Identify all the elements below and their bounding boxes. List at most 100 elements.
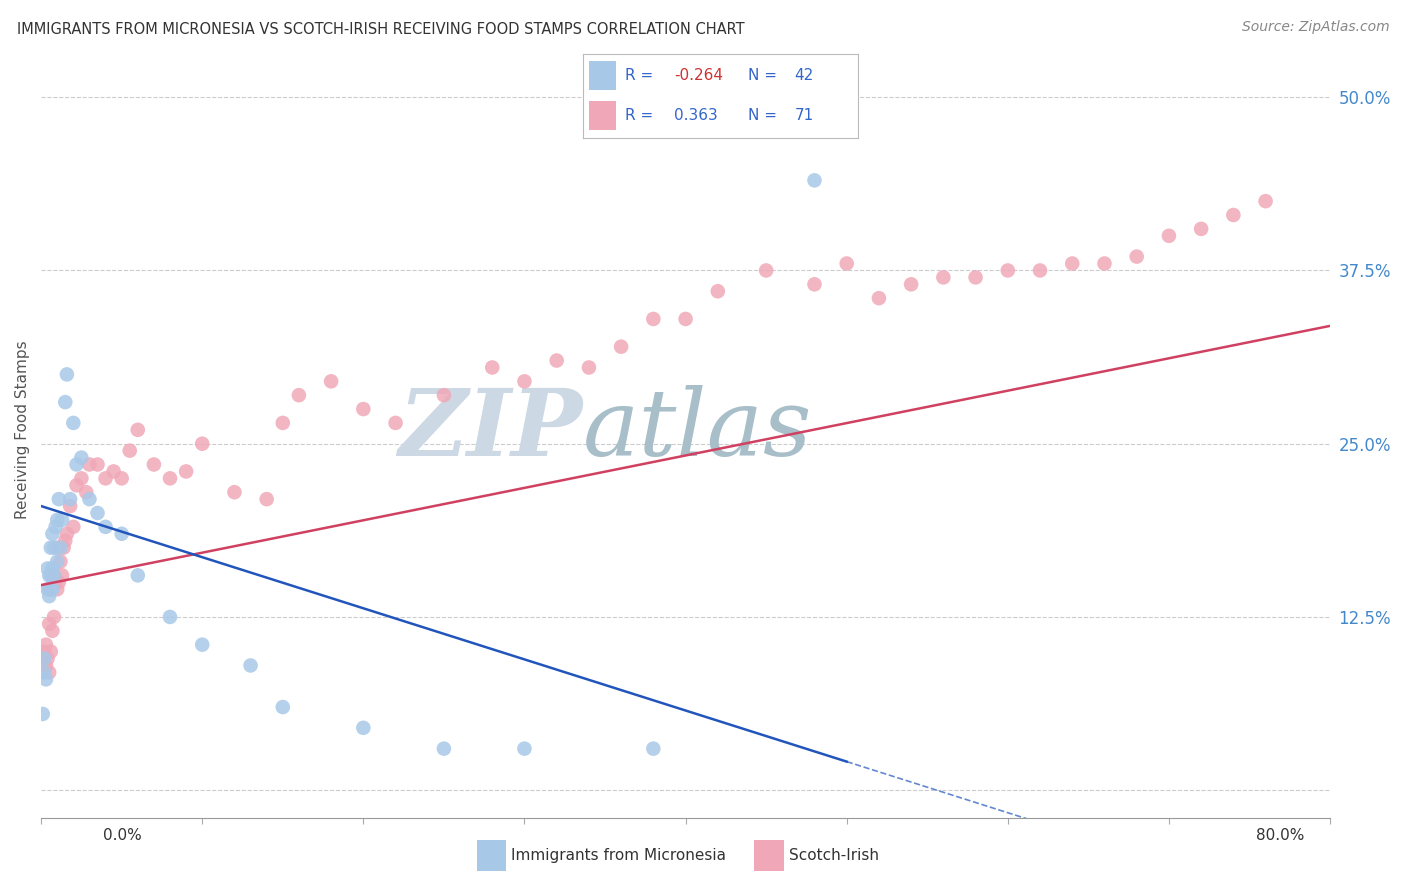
Point bbox=[288, 388, 311, 402]
Point bbox=[39, 582, 62, 597]
Point bbox=[51, 568, 73, 582]
Point bbox=[62, 416, 84, 430]
Point bbox=[35, 638, 58, 652]
Text: ZIP: ZIP bbox=[398, 384, 582, 475]
Point bbox=[38, 568, 60, 582]
Point bbox=[34, 665, 56, 680]
Point bbox=[271, 700, 294, 714]
Point bbox=[38, 582, 60, 597]
Point bbox=[39, 568, 62, 582]
Text: Immigrants from Micronesia: Immigrants from Micronesia bbox=[512, 848, 727, 863]
Point bbox=[321, 375, 343, 389]
Y-axis label: Receiving Food Stamps: Receiving Food Stamps bbox=[15, 341, 30, 519]
Point bbox=[75, 485, 97, 500]
Point bbox=[239, 658, 262, 673]
Point bbox=[1094, 256, 1116, 270]
Point bbox=[1222, 208, 1244, 222]
Point bbox=[1189, 222, 1212, 236]
Point bbox=[45, 520, 67, 534]
Point bbox=[59, 499, 82, 513]
Point bbox=[433, 741, 456, 756]
Point bbox=[62, 520, 84, 534]
Point bbox=[1029, 263, 1052, 277]
Text: -0.264: -0.264 bbox=[673, 68, 723, 83]
Text: atlas: atlas bbox=[582, 384, 811, 475]
Point bbox=[38, 616, 60, 631]
Point bbox=[52, 541, 75, 555]
FancyBboxPatch shape bbox=[589, 62, 616, 90]
Point bbox=[1254, 194, 1277, 209]
Text: N =: N = bbox=[748, 68, 782, 83]
FancyBboxPatch shape bbox=[589, 101, 616, 130]
Point bbox=[31, 651, 53, 665]
Point bbox=[38, 589, 60, 603]
Point bbox=[803, 277, 825, 292]
Point bbox=[65, 478, 87, 492]
Point bbox=[868, 291, 890, 305]
Point bbox=[38, 665, 60, 680]
Point bbox=[481, 360, 503, 375]
Point bbox=[31, 706, 53, 721]
Point bbox=[46, 582, 69, 597]
Point bbox=[37, 582, 59, 597]
Point bbox=[56, 368, 79, 382]
Point bbox=[546, 353, 568, 368]
Point bbox=[433, 388, 456, 402]
Point bbox=[41, 526, 63, 541]
Point bbox=[56, 526, 79, 541]
Point bbox=[159, 471, 181, 485]
Point bbox=[39, 582, 62, 597]
Point bbox=[191, 638, 214, 652]
Point bbox=[643, 741, 665, 756]
Point bbox=[111, 526, 134, 541]
Point bbox=[39, 541, 62, 555]
Point bbox=[70, 450, 93, 465]
Point bbox=[142, 458, 165, 472]
Point bbox=[643, 312, 665, 326]
Point bbox=[42, 541, 65, 555]
Point bbox=[675, 312, 697, 326]
Point bbox=[45, 575, 67, 590]
Point bbox=[48, 492, 70, 507]
Point bbox=[224, 485, 246, 500]
Point bbox=[256, 492, 278, 507]
Point bbox=[49, 554, 72, 568]
Point bbox=[1157, 228, 1180, 243]
Point bbox=[965, 270, 987, 285]
Point bbox=[70, 471, 93, 485]
Point bbox=[34, 644, 56, 658]
Point bbox=[59, 492, 82, 507]
Point bbox=[191, 436, 214, 450]
Text: Source: ZipAtlas.com: Source: ZipAtlas.com bbox=[1241, 20, 1389, 34]
Point bbox=[271, 416, 294, 430]
Text: R =: R = bbox=[624, 108, 662, 123]
Point bbox=[835, 256, 858, 270]
Point bbox=[41, 582, 63, 597]
Text: 71: 71 bbox=[794, 108, 814, 123]
Point bbox=[94, 520, 117, 534]
Point bbox=[513, 375, 536, 389]
Point bbox=[51, 513, 73, 527]
Point bbox=[94, 471, 117, 485]
Point bbox=[103, 465, 125, 479]
Point bbox=[86, 506, 108, 520]
FancyBboxPatch shape bbox=[477, 840, 506, 871]
FancyBboxPatch shape bbox=[755, 840, 785, 871]
Point bbox=[34, 651, 56, 665]
Point bbox=[46, 554, 69, 568]
Text: 0.363: 0.363 bbox=[673, 108, 717, 123]
Point bbox=[900, 277, 922, 292]
Point bbox=[118, 443, 141, 458]
Point bbox=[41, 568, 63, 582]
Text: 42: 42 bbox=[794, 68, 814, 83]
Point bbox=[37, 561, 59, 575]
Point bbox=[755, 263, 778, 277]
Text: N =: N = bbox=[748, 108, 782, 123]
Point bbox=[42, 568, 65, 582]
Point bbox=[42, 568, 65, 582]
Text: IMMIGRANTS FROM MICRONESIA VS SCOTCH-IRISH RECEIVING FOOD STAMPS CORRELATION CHA: IMMIGRANTS FROM MICRONESIA VS SCOTCH-IRI… bbox=[17, 22, 745, 37]
Point bbox=[53, 395, 76, 409]
Point bbox=[1062, 256, 1084, 270]
Point bbox=[610, 340, 633, 354]
Point bbox=[53, 533, 76, 548]
